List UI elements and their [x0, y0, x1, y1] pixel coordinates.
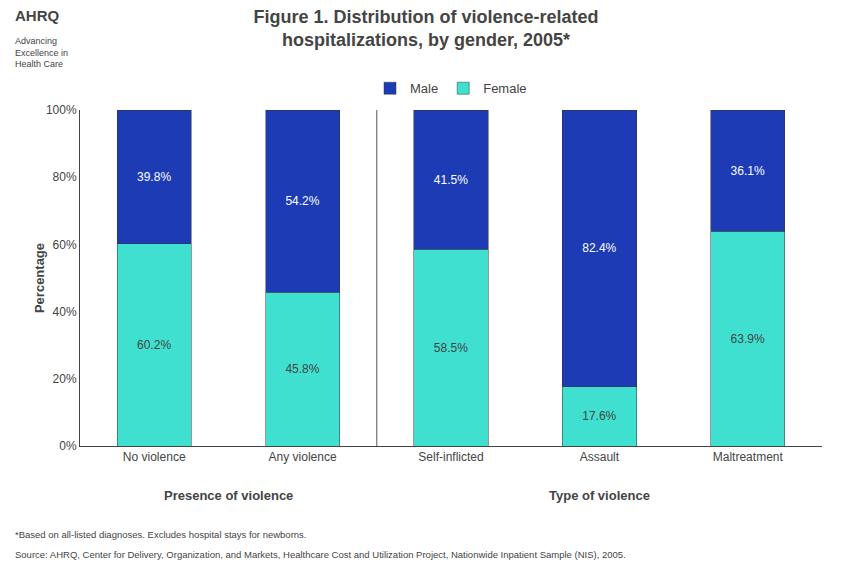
svg-text:*Based on all-listed diagnoses: *Based on all-listed diagnoses. Excludes… [15, 529, 307, 540]
svg-text:Source: AHRQ, Center for Deliv: Source: AHRQ, Center for Delivery, Organ… [15, 549, 626, 560]
svg-text:60.2%: 60.2% [137, 338, 171, 352]
svg-text:Any violence: Any violence [269, 450, 337, 464]
svg-text:Self-inflicted: Self-inflicted [418, 450, 483, 464]
svg-text:AdvancingExcellence inHealth C: AdvancingExcellence inHealth Care [15, 36, 68, 69]
svg-text:Type of violence: Type of violence [549, 488, 650, 503]
svg-text:41.5%: 41.5% [434, 173, 468, 187]
svg-text:20%: 20% [53, 372, 77, 386]
svg-text:39.8%: 39.8% [137, 170, 171, 184]
svg-text:80%: 80% [53, 170, 77, 184]
svg-text:No violence: No violence [123, 450, 186, 464]
svg-text:58.5%: 58.5% [434, 341, 468, 355]
svg-text:Presence of violence: Presence of violence [164, 488, 293, 503]
svg-text:Percentage: Percentage [32, 243, 47, 313]
svg-text:45.8%: 45.8% [285, 362, 319, 376]
svg-text:Assault: Assault [580, 450, 620, 464]
svg-text:Figure 1. Distribution of viol: Figure 1. Distribution of violence-relat… [253, 7, 598, 50]
svg-text:0%: 0% [59, 439, 77, 453]
svg-text:17.6%: 17.6% [582, 409, 616, 423]
svg-text:100%: 100% [46, 103, 77, 117]
svg-text:63.9%: 63.9% [731, 332, 765, 346]
svg-text:54.2%: 54.2% [285, 194, 319, 208]
svg-text:36.1%: 36.1% [731, 164, 765, 178]
svg-text:60%: 60% [53, 238, 77, 252]
svg-text:Male: Male [410, 81, 438, 96]
svg-text:82.4%: 82.4% [582, 241, 616, 255]
svg-text:Female: Female [483, 81, 526, 96]
svg-text:40%: 40% [53, 305, 77, 319]
svg-text:AHRQ: AHRQ [15, 7, 59, 24]
svg-text:Maltreatment: Maltreatment [713, 450, 784, 464]
